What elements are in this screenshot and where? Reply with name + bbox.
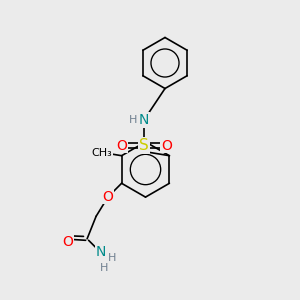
- Text: H: H: [108, 253, 116, 263]
- Text: N: N: [95, 245, 106, 259]
- Text: S: S: [139, 138, 149, 153]
- Text: O: O: [116, 139, 127, 152]
- Text: O: O: [62, 235, 73, 249]
- Text: O: O: [103, 190, 113, 204]
- Text: H: H: [129, 115, 138, 125]
- Text: H: H: [99, 263, 108, 273]
- Text: O: O: [161, 139, 172, 152]
- Text: N: N: [139, 113, 149, 127]
- Text: CH₃: CH₃: [92, 148, 112, 158]
